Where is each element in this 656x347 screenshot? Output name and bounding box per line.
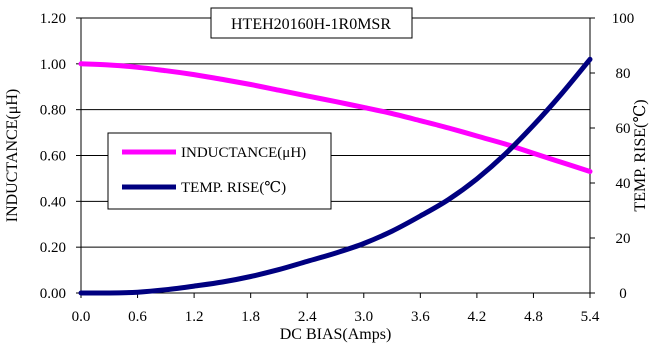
series-lines — [78, 56, 593, 296]
y-tick-label-left: 0.60 — [40, 149, 66, 165]
y-tick-label-left: 0.20 — [40, 240, 66, 256]
x-tick-label: 3.6 — [411, 309, 430, 325]
x-tick-label: 5.4 — [581, 309, 600, 325]
x-tick-label: 0.6 — [128, 309, 147, 325]
chart-title-box: HTEH20160H-1R0MSR — [210, 7, 413, 39]
y-tick-label-right: 80 — [616, 66, 631, 82]
y-axis-label-right: TEMP. RISE(℃) — [632, 99, 649, 211]
x-axis-label: DC BIAS(Amps) — [280, 326, 392, 343]
x-tick-label: 3.0 — [354, 309, 373, 325]
axes: 0.0 0.6 1.2 1.8 2.4 3.0 3.6 4.2 4.8 5.4 0.00 0.20 0.… — [40, 11, 635, 325]
x-tick-label: 1.8 — [241, 309, 260, 325]
legend-label-temp-rise: TEMP. RISE(℃) — [181, 180, 286, 196]
x-tick-label: 1.2 — [185, 309, 204, 325]
series-line-inductance — [78, 61, 593, 174]
y-tick-label-left: 0.80 — [40, 103, 66, 119]
y-tick-label-left: 0.00 — [40, 286, 66, 302]
y-tick-label-right: 20 — [616, 231, 631, 247]
legend: INDUCTANCE(μH) TEMP. RISE(℃) — [107, 132, 332, 210]
series-line-temp-rise — [78, 56, 593, 296]
legend-label-inductance: INDUCTANCE(μH) — [181, 145, 306, 161]
y-axis-label-left: INDUCTANCE(μH) — [4, 89, 21, 223]
x-tick-label: 4.2 — [468, 309, 487, 325]
y-tick-label-right: 100 — [612, 11, 635, 27]
y-tick-label-right: 40 — [616, 176, 631, 192]
y-tick-label-left: 0.40 — [40, 194, 66, 210]
x-tick-label: 4.8 — [524, 309, 543, 325]
y-tick-label-right: 0 — [619, 286, 627, 302]
x-tick-label: 0.0 — [72, 309, 91, 325]
chart-title: HTEH20160H-1R0MSR — [231, 16, 391, 33]
y-tick-label-left: 1.00 — [40, 57, 66, 73]
y-tick-label-right: 60 — [616, 121, 631, 137]
y-tick-label-left: 1.20 — [40, 11, 66, 27]
x-tick-label: 2.4 — [298, 309, 317, 325]
